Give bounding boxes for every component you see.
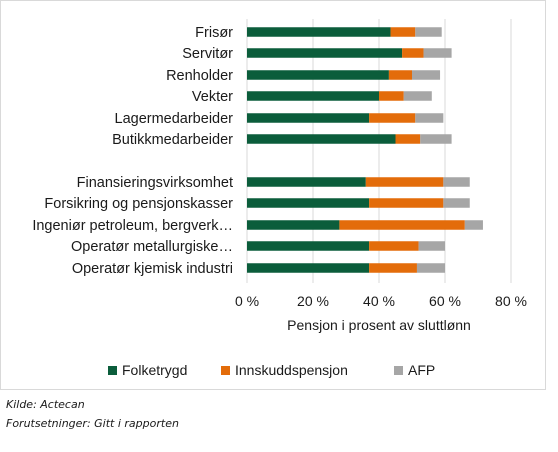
x-axis-ticks: 0 % 20 % 40 % 60 % 80 % [235, 293, 527, 309]
bar-folketrygd-10 [247, 263, 370, 273]
bar-folketrygd-8 [247, 220, 340, 230]
bar-innskuddspensjon-2 [388, 70, 412, 80]
gridlines [246, 19, 512, 283]
bar-folketrygd-9 [247, 241, 370, 251]
stacked-bar-chart: Frisør Servitør Renholder Vekter Lagermedarb… [32, 19, 527, 378]
bar-innskuddspensjon-10 [369, 263, 417, 273]
bar-afp-8 [464, 220, 483, 230]
x-tick-label: 60 % [429, 293, 461, 309]
category-label: Ingeniør petroleum, bergverk… [32, 218, 233, 234]
bar-afp-10 [416, 263, 445, 273]
category-label: Butikkmedarbeider [112, 132, 233, 148]
bar-folketrygd-2 [247, 70, 389, 80]
chart-frame: Frisør Servitør Renholder Vekter Lagermedarb… [0, 0, 546, 390]
x-tick-label: 20 % [297, 293, 329, 309]
bar-innskuddspensjon-4 [369, 113, 416, 123]
bar-innskuddspensjon-7 [369, 198, 444, 208]
category-label: Vekter [192, 89, 233, 105]
bar-afp-3 [403, 91, 432, 101]
bar-afp-0 [415, 27, 442, 37]
bar-afp-6 [443, 177, 470, 187]
bar-folketrygd-5 [247, 134, 396, 144]
bar-innskuddspensjon-1 [402, 48, 424, 58]
bar-afp-5 [420, 134, 452, 144]
bar-innskuddspensjon-0 [390, 27, 416, 37]
bar-folketrygd-6 [247, 177, 366, 187]
legend-swatch-afp [394, 366, 403, 375]
x-tick-label: 80 % [495, 293, 527, 309]
category-label: Operatør metallurgiske… [71, 239, 233, 255]
source-note: Kilde: Actecan [6, 398, 85, 411]
bar-afp-2 [412, 70, 441, 80]
legend-swatch-innskuddspensjon [221, 366, 230, 375]
category-label: Renholder [166, 68, 233, 84]
category-label: Lagermedarbeider [115, 111, 234, 127]
x-tick-label: 0 % [235, 293, 259, 309]
bar-folketrygd-4 [247, 113, 370, 123]
bar-innskuddspensjon-8 [339, 220, 465, 230]
bar-folketrygd-3 [247, 91, 379, 101]
category-label: Frisør [195, 25, 233, 41]
x-axis-title: Pensjon i prosent av sluttlønn [287, 317, 471, 333]
category-label: Forsikring og pensjonskasser [44, 196, 233, 212]
category-labels: Frisør Servitør Renholder Vekter Lagermedarb… [32, 25, 233, 277]
legend-label-innskuddspensjon: Innskuddspensjon [235, 362, 348, 378]
bar-folketrygd-7 [247, 198, 370, 208]
bar-innskuddspensjon-9 [369, 241, 419, 251]
legend-label-afp: AFP [408, 362, 435, 378]
bar-afp-1 [423, 48, 452, 58]
bar-afp-4 [415, 113, 444, 123]
x-tick-label: 40 % [363, 293, 395, 309]
bars [247, 27, 483, 273]
assumptions-note: Forutsetninger: Gitt i rapporten [6, 417, 179, 430]
category-label: Servitør [182, 46, 233, 62]
bar-innskuddspensjon-5 [395, 134, 421, 144]
legend-swatch-folketrygd [108, 366, 117, 375]
bar-folketrygd-1 [247, 48, 403, 58]
category-label: Finansieringsvirksomhet [77, 175, 233, 191]
legend: Folketrygd Innskuddspensjon AFP [108, 362, 435, 378]
bar-innskuddspensjon-3 [379, 91, 404, 101]
bar-afp-7 [443, 198, 470, 208]
bar-folketrygd-0 [247, 27, 391, 37]
bar-innskuddspensjon-6 [365, 177, 444, 187]
legend-label-folketrygd: Folketrygd [122, 362, 187, 378]
bar-afp-9 [418, 241, 445, 251]
category-label: Operatør kjemisk industri [72, 261, 233, 277]
